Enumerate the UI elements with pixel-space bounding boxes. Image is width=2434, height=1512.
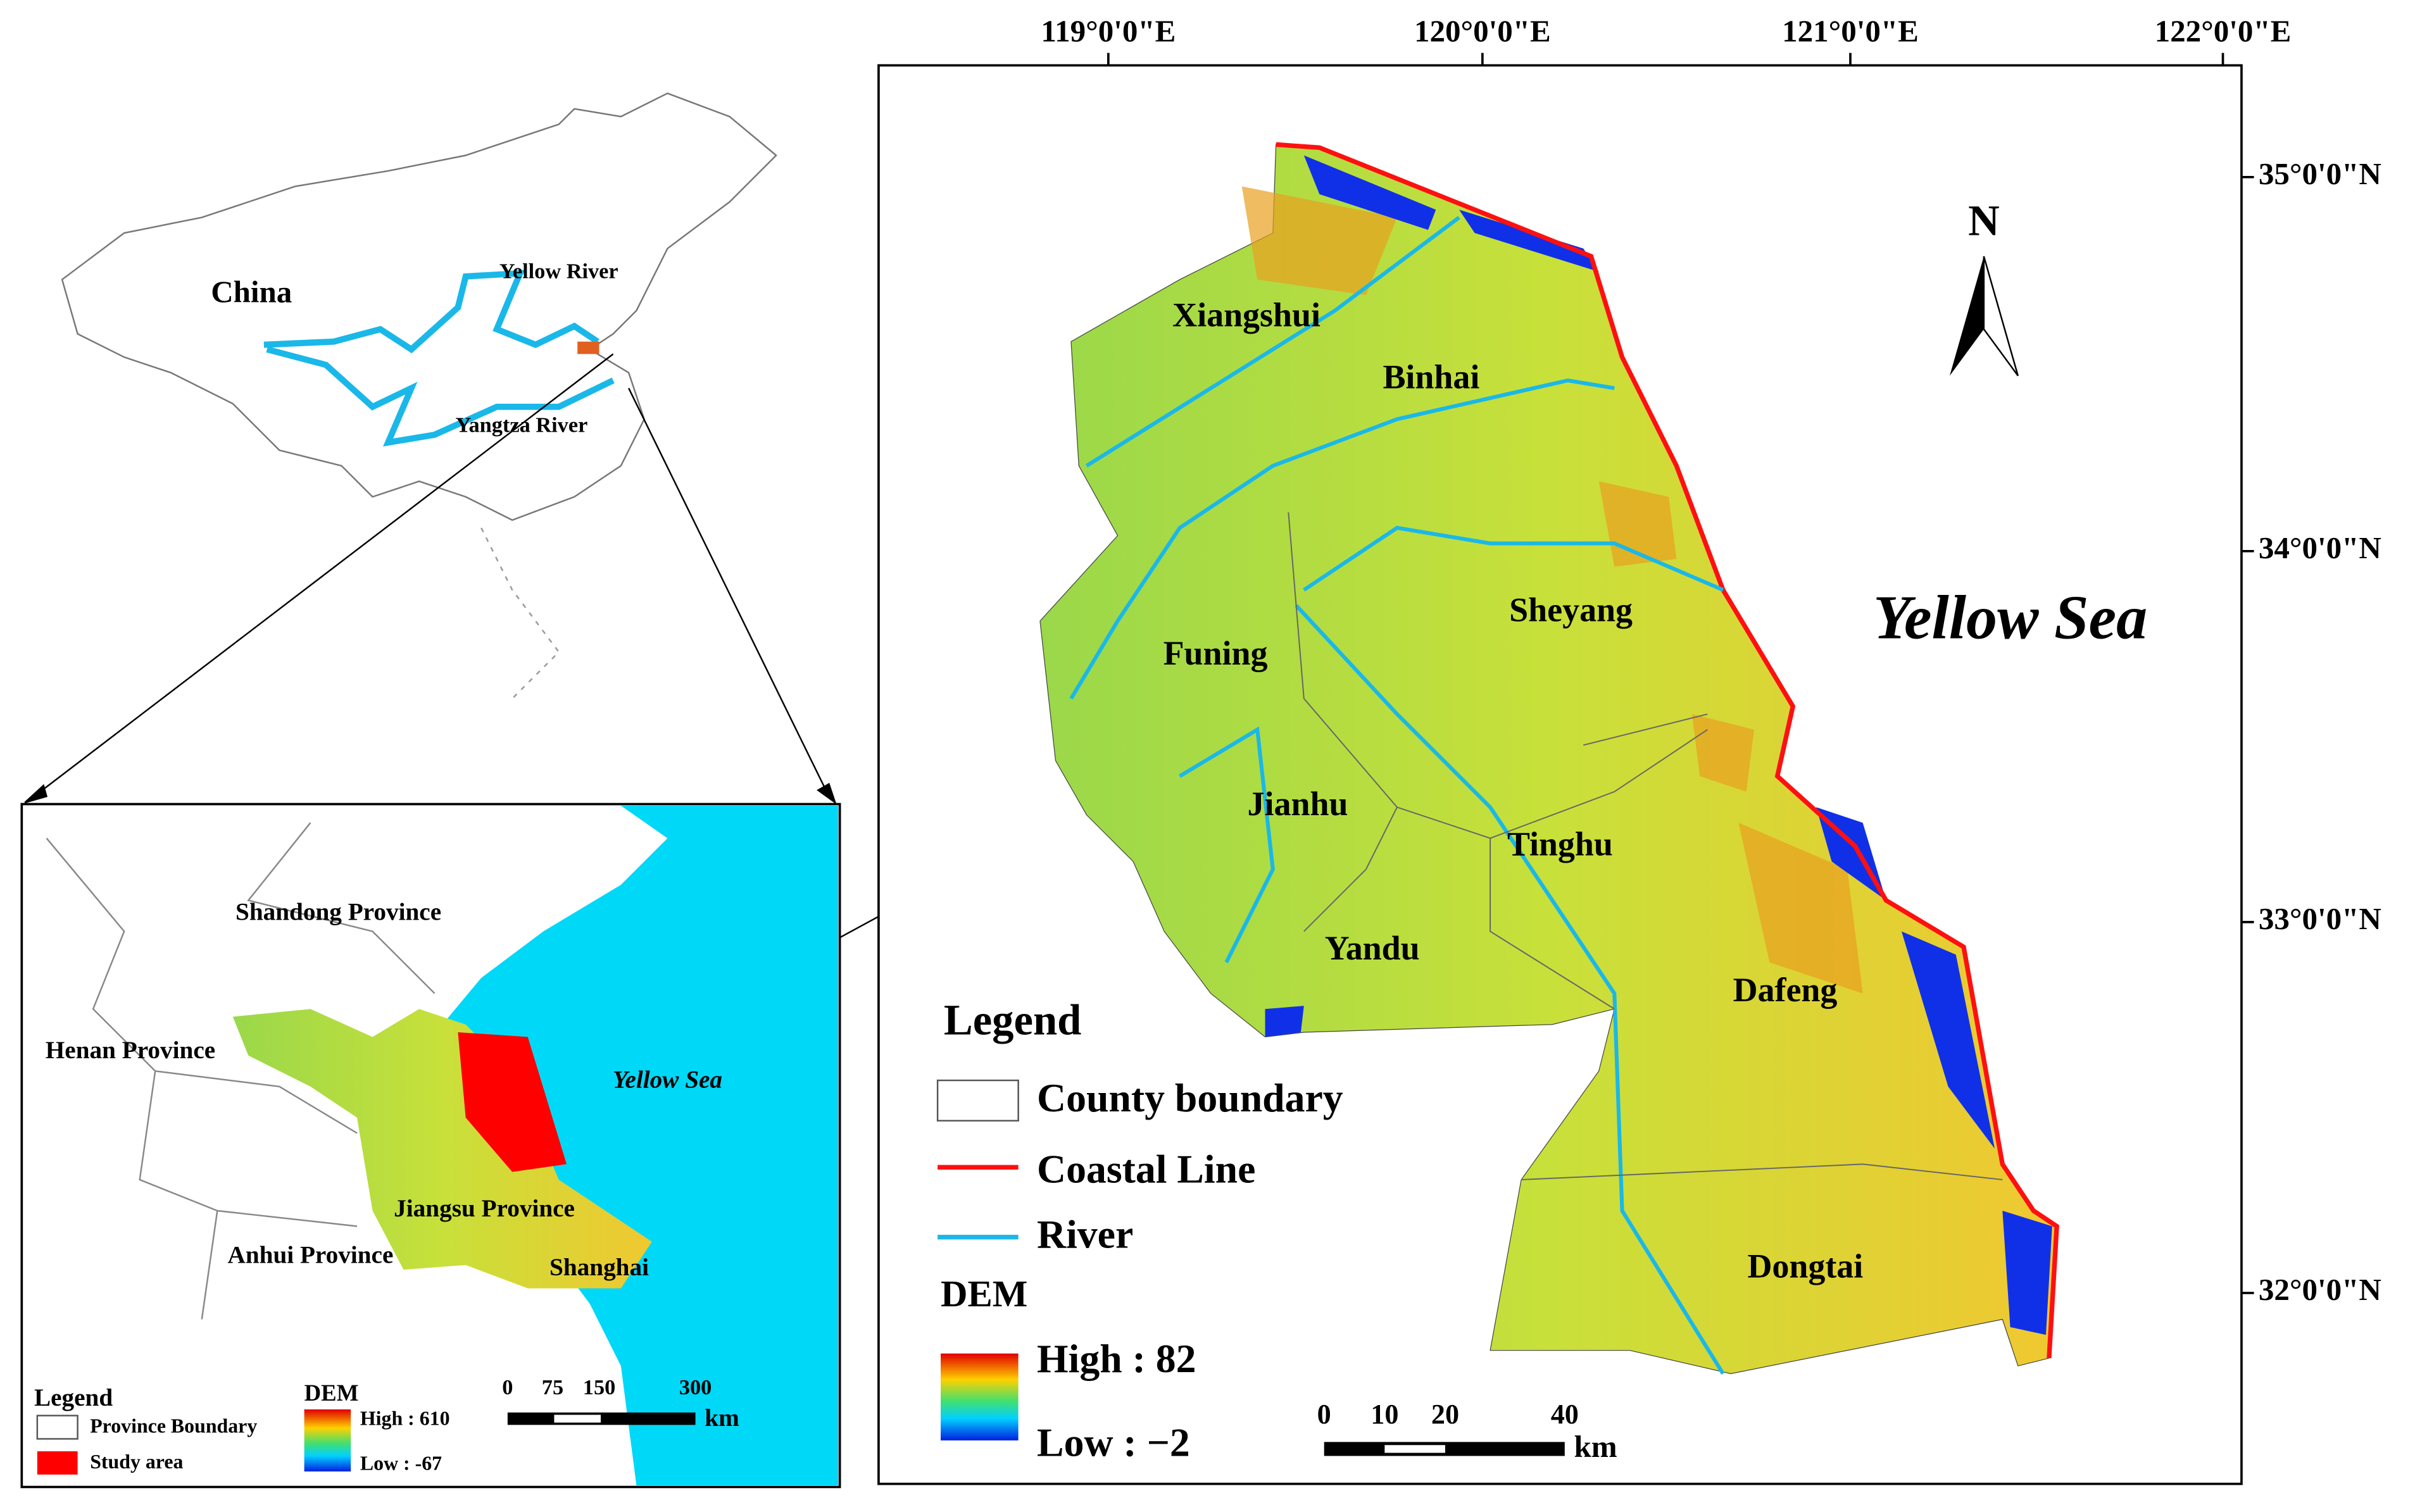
- region-label: Jiangsu Province: [394, 1195, 575, 1222]
- scale-tick: 300: [679, 1375, 712, 1399]
- scale-bar: [1384, 1445, 1445, 1453]
- river: [1069, 216, 1725, 1375]
- lat-label: 32°0'0"N: [2259, 1272, 2381, 1307]
- china-outline: [61, 92, 777, 522]
- legend-label: Province Boundary: [90, 1415, 257, 1437]
- county-label: Binhai: [1383, 358, 1479, 396]
- dem-title: DEM: [304, 1380, 359, 1406]
- study-region-dem: [232, 1009, 652, 1289]
- sea-label: Yellow Sea: [1873, 584, 2147, 653]
- lat-label: 34°0'0"N: [2259, 530, 2381, 565]
- scale-tick: 150: [583, 1375, 616, 1399]
- legend-swatch: [36, 1415, 78, 1440]
- sea: [442, 805, 839, 1486]
- lon-label: 120°0'0"E: [1414, 13, 1551, 48]
- river-label: Yangtza River: [456, 413, 588, 437]
- yangtze-river: [266, 346, 615, 447]
- main-map: 119°0'0"E 120°0'0"E 121°0'0"E 122°0'0"E …: [877, 13, 2381, 1485]
- dem-low: Low : -67: [360, 1452, 442, 1474]
- yellow-river: [263, 270, 599, 354]
- north-label: N: [1968, 197, 2000, 245]
- scale-unit: km: [1574, 1429, 1617, 1464]
- arrow: [34, 353, 614, 797]
- scale-tick: 40: [1551, 1399, 1579, 1430]
- legend-title: Legend: [944, 996, 1081, 1044]
- north-arrow: [1983, 256, 2019, 377]
- legend-title: Legend: [34, 1384, 113, 1411]
- legend-label: Study area: [90, 1451, 183, 1473]
- scale-tick: 75: [542, 1375, 563, 1399]
- lat-label: 35°0'0"N: [2259, 156, 2381, 191]
- coastal-line: [1276, 142, 2059, 1359]
- region-label: Anhui Province: [228, 1242, 394, 1269]
- study-area: [458, 1032, 567, 1172]
- lon-label: 119°0'0"E: [1041, 13, 1176, 48]
- dem-low: Low : −2: [1037, 1420, 1190, 1465]
- arrow: [628, 387, 830, 797]
- legend-label: Coastal Line: [1037, 1147, 1255, 1192]
- arrow-head: [24, 784, 48, 804]
- dem-title: DEM: [941, 1273, 1027, 1315]
- dem-high: High : 610: [360, 1407, 450, 1429]
- scale-tick: 0: [1317, 1399, 1331, 1430]
- county-label: Funing: [1164, 634, 1268, 672]
- scale-unit: km: [705, 1404, 739, 1432]
- china-inset: China Yellow River Yangtza River: [61, 92, 777, 699]
- scale-tick: 20: [1431, 1399, 1459, 1430]
- scale-tick: 10: [1371, 1399, 1398, 1430]
- north-arrow: [1949, 256, 1984, 376]
- county-label: Jianhu: [1248, 785, 1348, 823]
- county-label: Xiangshui: [1172, 296, 1321, 334]
- county-label: Yandu: [1325, 929, 1420, 967]
- county-label: Dafeng: [1733, 971, 1838, 1009]
- country-label: China: [211, 274, 292, 309]
- county-label: Tinghu: [1507, 825, 1613, 863]
- sea-label: Yellow Sea: [613, 1066, 722, 1093]
- dem-ramp: [941, 1353, 1019, 1440]
- region-label: Shandong Province: [235, 899, 441, 926]
- islands: [480, 527, 560, 699]
- graticule-ticks: [1107, 53, 2254, 1294]
- lon-label: 122°0'0"E: [2155, 13, 2292, 48]
- high-patch: [1241, 186, 1863, 994]
- arrow-head: [817, 782, 837, 805]
- river-label: Yellow River: [499, 259, 618, 284]
- dem-high: High : 82: [1037, 1336, 1196, 1381]
- scale-bar: [507, 1412, 696, 1425]
- county-label: Dongtai: [1747, 1247, 1863, 1285]
- legend-swatch: [37, 1451, 78, 1475]
- legend-swatch: [936, 1079, 1019, 1122]
- lat-label: 33°0'0"N: [2259, 901, 2381, 936]
- legend-label: County boundary: [1037, 1075, 1343, 1120]
- region-label: Shanghai: [549, 1254, 649, 1281]
- scale-tick: 0: [502, 1375, 513, 1399]
- lon-label: 121°0'0"E: [1782, 13, 1919, 48]
- region-label: Henan Province: [46, 1037, 215, 1064]
- scale-bar: [554, 1415, 601, 1423]
- province-lines: [46, 822, 436, 1320]
- legend-label: River: [1037, 1212, 1133, 1257]
- county-boundary: [1288, 512, 2003, 1180]
- region-inset: Shandong Province Henan Province Yellow …: [20, 803, 841, 1489]
- study-area-mini: [577, 341, 599, 354]
- county-label: Sheyang: [1509, 590, 1633, 628]
- dem-ramp: [304, 1409, 351, 1471]
